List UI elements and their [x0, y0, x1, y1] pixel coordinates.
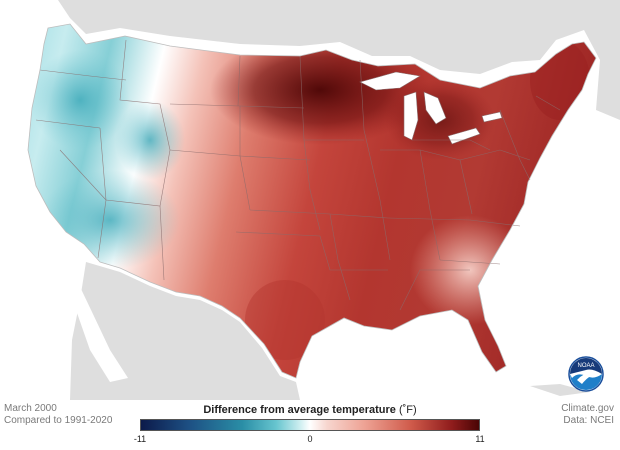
noaa-logo-label: NOAA	[577, 363, 594, 369]
baseline-label: Compared to 1991-2020	[4, 415, 113, 426]
caribbean-land	[530, 384, 590, 396]
map-footer: March 2000 Compared to 1991-2020 Differe…	[0, 400, 620, 450]
legend-tick-mid: 0	[307, 434, 313, 444]
source-data: Data: NCEI	[563, 415, 614, 426]
legend-title: Difference from average temperature (˚F)	[140, 404, 480, 416]
source-credits: Climate.gov Data: NCEI	[561, 403, 614, 427]
map-meta: March 2000 Compared to 1991-2020	[4, 403, 112, 427]
period-label: March 2000	[4, 403, 57, 414]
state-borders	[35, 39, 561, 311]
legend-title-text: Difference from average temperature	[203, 404, 396, 416]
temperature-anomaly-map	[27, 0, 620, 400]
legend-tick-min: -11	[133, 434, 147, 444]
legend-tick-max: 11	[475, 434, 485, 444]
legend-colorbar	[140, 419, 480, 431]
us-outline	[27, 23, 597, 379]
noaa-logo-icon: NOAA	[568, 356, 604, 392]
mexico-land	[70, 262, 300, 400]
canada-land	[58, 0, 620, 120]
legend-unit: (˚F)	[398, 404, 417, 416]
baja-coast	[70, 270, 128, 382]
source-site: Climate.gov	[561, 403, 614, 414]
